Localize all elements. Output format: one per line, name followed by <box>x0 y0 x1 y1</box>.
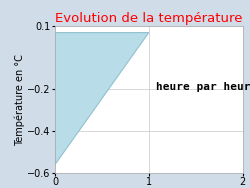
Polygon shape <box>55 33 149 164</box>
Title: Evolution de la température: Evolution de la température <box>55 12 242 25</box>
Text: heure par heure: heure par heure <box>156 82 250 92</box>
Y-axis label: Température en °C: Température en °C <box>14 54 24 146</box>
